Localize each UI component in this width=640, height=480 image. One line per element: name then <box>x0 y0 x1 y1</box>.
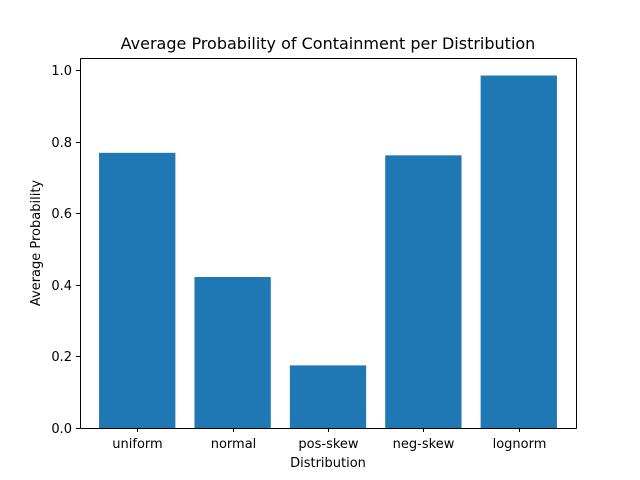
bar-pos-skew <box>289 365 367 428</box>
bar-neg-skew <box>385 155 462 428</box>
bars-layer <box>99 75 557 429</box>
y-tick-label: 0.8 <box>51 136 72 151</box>
y-tick-label: 0.0 <box>51 422 72 437</box>
bar-uniform <box>99 152 176 428</box>
bar-normal <box>194 276 271 428</box>
bar-lognorm <box>480 75 557 429</box>
chart-title: Average Probability of Containment per D… <box>121 34 536 53</box>
x-tick-label-lognorm: lognorm <box>493 437 547 452</box>
y-tick-label: 1.0 <box>51 64 72 79</box>
y-tick-label: 0.4 <box>51 279 72 294</box>
y-tick-label: 0.2 <box>51 350 72 365</box>
y-tick-label: 0.6 <box>51 207 72 222</box>
x-tick-label-uniform: uniform <box>112 437 162 452</box>
y-axis-title: Average Probability <box>29 180 44 307</box>
axes-layer: 0.0 0.2 0.4 0.6 0.8 1.0 uniform normal pos-skew n… <box>51 58 577 452</box>
x-axis-title: Distribution <box>290 456 366 471</box>
x-tick-label-pos-skew: pos-skew <box>298 437 359 452</box>
x-tick-label-neg-skew: neg-skew <box>393 437 455 452</box>
x-tick-label-normal: normal <box>211 437 257 452</box>
